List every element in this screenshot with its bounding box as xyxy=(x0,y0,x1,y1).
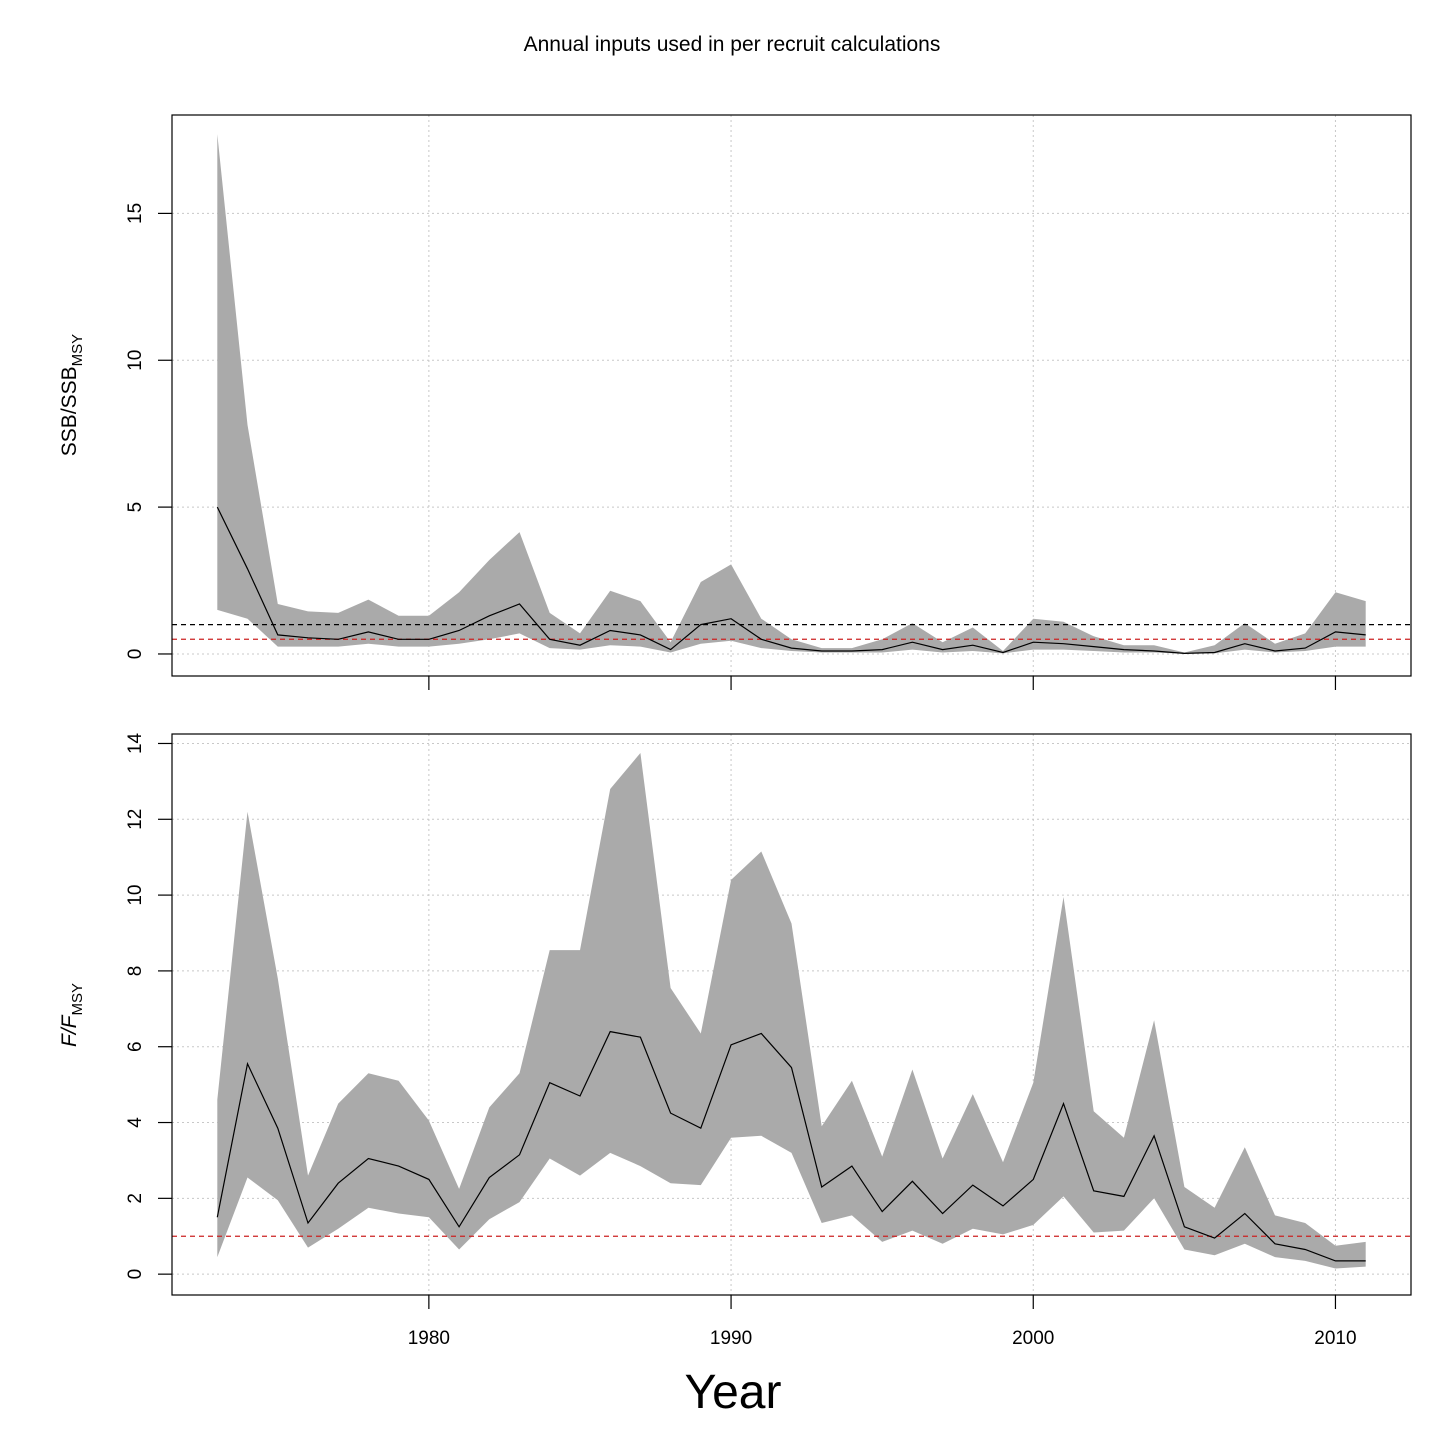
f-y-tick-label-group: 4 xyxy=(125,1117,146,1128)
f-x-tick-label: 1990 xyxy=(710,1328,752,1349)
ssb-y-tick-label-group: 15 xyxy=(125,203,146,224)
x-axis-label: Year xyxy=(685,1366,782,1419)
f-y-tick-label-group: 0 xyxy=(125,1269,146,1280)
ssb-y-tick-label-group: 5 xyxy=(125,502,146,513)
f-y-tick-label-group: 14 xyxy=(125,732,146,754)
ssb-ylabel-main: SSB/SSB xyxy=(58,366,81,456)
f-y-tick-label: 10 xyxy=(125,885,146,906)
ssb-panel: SSB/SSBMSY 0 5 10 15 xyxy=(58,114,1412,690)
f-y-tick-label: 14 xyxy=(125,732,146,754)
ssb-y-tick-label: 10 xyxy=(125,350,146,371)
f-y-tick-label-group: 12 xyxy=(125,809,146,830)
ssb-y-tick-label: 15 xyxy=(125,203,146,224)
ssb-y-tick-label: 5 xyxy=(125,502,146,513)
f-median-line xyxy=(216,1030,1366,1262)
f-confidence-band xyxy=(217,753,1366,1269)
ssb-y-tick-label-group: 10 xyxy=(125,350,146,371)
ssb-median-line xyxy=(216,506,1366,655)
f-y-tick-label-group: 6 xyxy=(125,1041,146,1052)
f-x-tick-label: 2010 xyxy=(1314,1328,1356,1349)
f-y-tick-label: 8 xyxy=(125,966,146,977)
f-plot-frame xyxy=(171,733,1412,1296)
f-y-tick-label: 12 xyxy=(125,809,146,830)
f-y-tick-label-group: 10 xyxy=(125,885,146,906)
ssb-ylabel: SSB/SSBMSY xyxy=(58,334,86,456)
ssb-ylabel-sub: MSY xyxy=(69,334,86,367)
f-ylabel: F/FMSY xyxy=(58,983,86,1047)
f-y-tick-label: 4 xyxy=(125,1117,146,1128)
f-ylabel-text: F/FMSY xyxy=(58,983,86,1047)
f-y-tick-label-group: 2 xyxy=(125,1193,146,1204)
f-y-tick-label: 0 xyxy=(125,1269,146,1280)
f-ylabel-main: F/F xyxy=(58,1014,81,1047)
f-ylabel-sub: MSY xyxy=(69,983,86,1016)
f-x-tick-label: 2000 xyxy=(1012,1328,1054,1349)
ssb-y-tick-label-group: 0 xyxy=(125,649,146,660)
f-y-tick-label: 2 xyxy=(125,1193,146,1204)
f-y-tick-label: 6 xyxy=(125,1041,146,1052)
ssb-y-tick-label: 0 xyxy=(125,649,146,660)
ssb-plot-frame xyxy=(171,114,1412,677)
f-x-tick-label: 1980 xyxy=(408,1328,450,1349)
ssb-ylabel-text: SSB/SSBMSY xyxy=(58,334,86,456)
chart-title: Annual inputs used in per recruit calcul… xyxy=(524,33,941,56)
f-panel: F/FMSY Year 1980 1990 2000 2010 0 2 4 6 8 10 12 14 xyxy=(58,732,1412,1419)
f-y-tick-label-group: 8 xyxy=(125,966,146,977)
ssb-confidence-band xyxy=(217,134,1366,654)
